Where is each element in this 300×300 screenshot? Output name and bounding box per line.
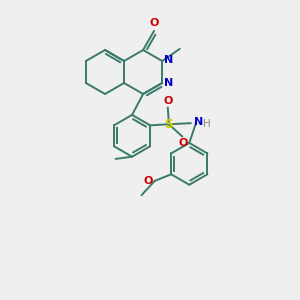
- Text: O: O: [143, 176, 153, 186]
- Text: O: O: [178, 138, 188, 148]
- Text: H: H: [203, 119, 211, 129]
- Text: N: N: [164, 55, 173, 65]
- Text: S: S: [164, 118, 173, 131]
- Text: N: N: [164, 78, 173, 88]
- Text: N: N: [194, 117, 203, 127]
- Text: O: O: [149, 18, 159, 28]
- Text: O: O: [163, 96, 172, 106]
